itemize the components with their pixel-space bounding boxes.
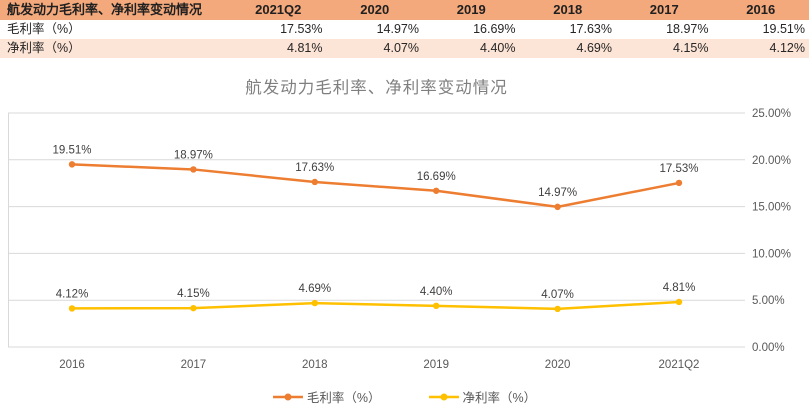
x-tick-label: 2019 (423, 359, 449, 371)
data-label: 4.07% (541, 289, 574, 301)
cell-value: 4.07% (326, 39, 423, 58)
metrics-table: 航发动力毛利率、净利率变动情况 2021Q2 2020 2019 2018 2017 201… (0, 0, 809, 58)
data-point (433, 302, 440, 310)
data-label: 4.12% (56, 288, 89, 300)
series-line (71, 163, 680, 209)
y-tick-label: 5.00% (752, 295, 785, 307)
data-point (190, 166, 197, 173)
data-label: 18.97% (174, 149, 213, 161)
cell-value: 18.97% (616, 20, 713, 39)
y-tick-label: 25.00% (752, 108, 791, 120)
data-point (68, 161, 76, 168)
table-title: 航发动力毛利率、净利率变动情况 (0, 0, 230, 20)
data-label: 17.63% (295, 162, 334, 174)
data-point (190, 304, 197, 312)
data-label: 19.51% (52, 144, 91, 156)
col-header: 2017 (616, 0, 713, 20)
data-label: 17.53% (659, 163, 698, 175)
legend-marker-icon (428, 393, 459, 400)
y-tick-label: 20.00% (752, 155, 791, 167)
data-point (311, 299, 318, 307)
data-point (554, 203, 561, 211)
data-label: 4.15% (177, 288, 210, 300)
col-header: 2016 (712, 0, 809, 20)
cell-value: 19.51% (712, 20, 809, 39)
row-label: 净利率（%） (0, 39, 230, 58)
data-label: 4.69% (298, 283, 331, 295)
cell-value: 4.81% (230, 39, 327, 58)
cell-value: 4.15% (616, 39, 713, 58)
data-point (68, 305, 76, 312)
col-header: 2019 (423, 0, 520, 20)
legend-item: 毛利率（%） (272, 387, 381, 406)
y-tick-label: 10.00% (752, 248, 791, 260)
cell-value: 16.69% (423, 20, 520, 39)
col-header: 2020 (326, 0, 423, 20)
legend-marker-icon (272, 393, 303, 400)
data-point (675, 179, 683, 187)
chart-legend: 毛利率（%） 净利率（%） (0, 387, 809, 406)
chart-title: 航发动力毛利率、净利率变动情况 (245, 79, 508, 97)
cell-value: 17.63% (519, 20, 616, 39)
y-tick-label: 0.00% (752, 342, 785, 354)
y-tick-label: 15.00% (752, 202, 791, 214)
cell-value: 4.69% (519, 39, 616, 58)
legend-label: 净利率（%） (462, 391, 537, 405)
x-tick-label: 2017 (181, 359, 207, 371)
x-tick-label: 2016 (59, 359, 85, 371)
data-label: 4.40% (420, 286, 453, 298)
cell-value: 4.40% (423, 39, 520, 58)
legend-label: 毛利率（%） (306, 391, 381, 405)
series-line (71, 300, 680, 311)
data-label: 14.97% (538, 187, 577, 199)
row-label: 毛利率（%） (0, 20, 230, 39)
cell-value: 17.53% (230, 20, 327, 39)
legend-item: 净利率（%） (428, 387, 537, 406)
col-header: 2018 (519, 0, 616, 20)
x-tick-label: 2020 (545, 359, 571, 371)
data-point (311, 178, 318, 186)
x-tick-label: 2021Q2 (659, 359, 700, 371)
col-header: 2021Q2 (230, 0, 327, 20)
cell-value: 14.97% (326, 20, 423, 39)
data-label: 16.69% (417, 171, 456, 183)
x-tick-label: 2018 (302, 359, 328, 371)
chart-plot: 0.00% 5.00% 10.00% 15.00% 20.00% 25.00% 2016 20… (8, 108, 791, 371)
data-point (675, 298, 683, 306)
data-label: 4.81% (663, 282, 696, 294)
cell-value: 4.12% (712, 39, 809, 58)
data-point (433, 187, 440, 194)
data-point (554, 305, 561, 313)
